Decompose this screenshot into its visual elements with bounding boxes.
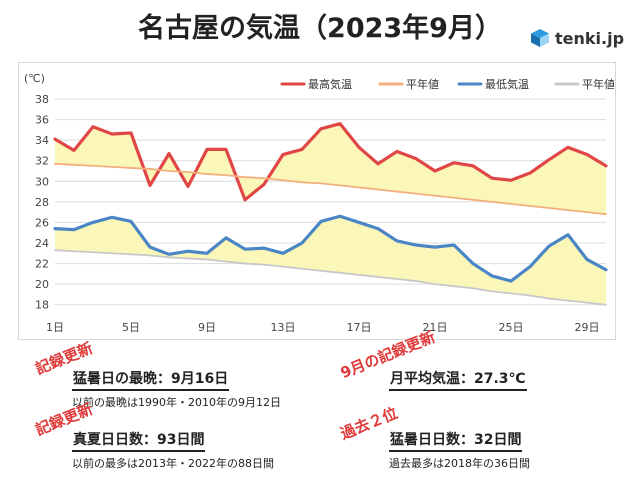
x-tick-label: 1日 (46, 321, 64, 334)
x-tick-label: 13日 (271, 321, 296, 334)
y-unit-label: (℃) (24, 72, 45, 85)
stat-extreme-heat-days-count: 猛暑日日数：32日間 過去最多は2018年の36日間 (389, 429, 530, 471)
max-anomaly-fill (55, 123, 606, 215)
y-tick-label: 36 (35, 114, 49, 127)
x-tick-label: 29日 (575, 321, 600, 334)
stat-main: 月平均気温：27.3℃ (389, 368, 527, 391)
stat-sub: 過去最多は2018年の36日間 (389, 457, 530, 470)
max-temp-line (53, 122, 608, 202)
legend-label: 平年値 (582, 77, 614, 91)
stat-main: 猛暑日日数：32日間 (389, 429, 523, 452)
min-temp-line (53, 214, 608, 283)
max-normal-line (54, 162, 607, 216)
y-tick-label: 38 (35, 93, 49, 106)
y-tick-label: 18 (35, 299, 49, 312)
min-anomaly-fill (55, 216, 606, 305)
tenki-logo[interactable]: tenki.jp (530, 26, 624, 50)
x-tick-label: 5日 (122, 321, 140, 334)
min-normal-line (54, 249, 607, 306)
legend-label: 最高気温 (308, 77, 352, 91)
y-tick-label: 24 (35, 237, 49, 250)
stat-main: 猛暑日の最晩：9月16日 (72, 368, 230, 391)
stat-hot-days-count: 真夏日日数：93日間 以前の最多は2013年・2022年の88日間 (72, 429, 274, 471)
stat-monthly-average: 月平均気温：27.3℃ (389, 368, 527, 391)
stat-sub: 以前の最多は2013年・2022年の88日間 (72, 457, 274, 470)
chart-title: 名古屋の気温（2023年9月） (138, 13, 502, 44)
y-tick-label: 20 (35, 278, 49, 291)
cube-logo-icon (531, 29, 549, 47)
y-tick-label: 34 (35, 134, 49, 147)
y-tick-label: 22 (35, 258, 49, 271)
y-tick-label: 32 (35, 155, 49, 168)
x-tick-label: 9日 (198, 321, 216, 334)
legend-label: 平年値 (406, 77, 439, 91)
y-tick-label: 28 (35, 196, 49, 209)
y-tick-label: 30 (35, 175, 49, 188)
y-tick-label: 26 (35, 216, 49, 229)
legend-label: 最低気温 (485, 77, 529, 91)
x-tick-label: 25日 (499, 321, 524, 334)
x-tick-label: 17日 (347, 321, 372, 334)
stat-main: 真夏日日数：93日間 (72, 429, 206, 452)
logo-text: tenki.jp (555, 28, 625, 48)
stat-latest-extreme-heat-day: 猛暑日の最晩：9月16日 以前の最晩は1990年・2010年の9月12日 (72, 368, 281, 410)
x-tick-label: 21日 (423, 321, 448, 334)
stat-sub: 以前の最晩は1990年・2010年の9月12日 (72, 396, 281, 409)
temperature-chart: 18 20 22 24 26 28 30 32 34 36 38 (℃) 1日 5日 9日 13日 17日 21日… (24, 72, 614, 334)
